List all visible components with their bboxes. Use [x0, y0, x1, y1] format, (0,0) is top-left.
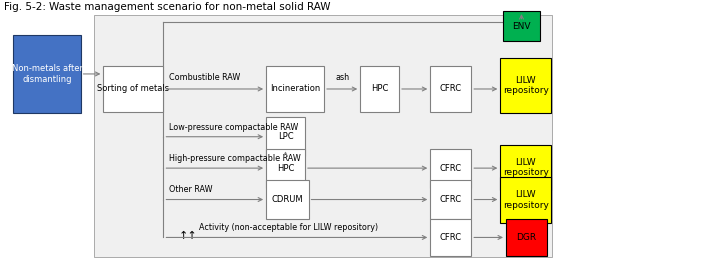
- Bar: [430, 180, 471, 219]
- Text: LILW
repository: LILW repository: [503, 76, 549, 95]
- Bar: [501, 145, 551, 190]
- Text: Combustible RAW: Combustible RAW: [169, 73, 240, 82]
- Bar: [266, 149, 305, 188]
- Text: CFRC: CFRC: [440, 233, 462, 242]
- Text: Sorting of metals: Sorting of metals: [97, 84, 169, 93]
- Bar: [503, 11, 540, 41]
- Bar: [501, 177, 551, 223]
- Text: HPC: HPC: [277, 164, 294, 173]
- Bar: [13, 35, 81, 113]
- Bar: [430, 219, 471, 256]
- Text: ↑↑: ↑↑: [179, 231, 198, 241]
- Text: Activity (non-acceptable for LILW repository): Activity (non-acceptable for LILW reposi…: [199, 223, 378, 232]
- Bar: [360, 66, 399, 112]
- Text: ENV: ENV: [512, 22, 531, 31]
- Bar: [266, 117, 305, 156]
- Text: Incineration: Incineration: [270, 84, 320, 93]
- Bar: [94, 15, 552, 257]
- Text: CFRC: CFRC: [440, 195, 462, 204]
- Text: LILW
repository: LILW repository: [503, 190, 549, 210]
- Text: DGR: DGR: [516, 233, 537, 242]
- Text: Fig. 5-2:: Fig. 5-2:: [4, 2, 46, 12]
- Text: LILW
repository: LILW repository: [503, 158, 549, 177]
- Bar: [266, 180, 308, 219]
- Text: CFRC: CFRC: [440, 164, 462, 173]
- Bar: [430, 149, 471, 188]
- Text: Other RAW: Other RAW: [169, 185, 213, 194]
- Text: ash: ash: [335, 73, 349, 82]
- Text: Low-pressure compactable RAW: Low-pressure compactable RAW: [169, 123, 298, 132]
- Bar: [266, 66, 324, 112]
- Text: Waste management scenario for non-metal solid RAW: Waste management scenario for non-metal …: [49, 2, 330, 12]
- Bar: [430, 66, 471, 112]
- Bar: [104, 66, 164, 112]
- Text: HPC: HPC: [371, 84, 389, 93]
- Text: Non-metals after
dismantling: Non-metals after dismantling: [11, 64, 82, 84]
- Text: CDRUM: CDRUM: [272, 195, 303, 204]
- Bar: [501, 58, 551, 113]
- Text: LPC: LPC: [278, 132, 294, 141]
- Text: High-pressure compactable RAW: High-pressure compactable RAW: [169, 154, 301, 163]
- Text: CFRC: CFRC: [440, 84, 462, 93]
- Bar: [506, 219, 547, 256]
